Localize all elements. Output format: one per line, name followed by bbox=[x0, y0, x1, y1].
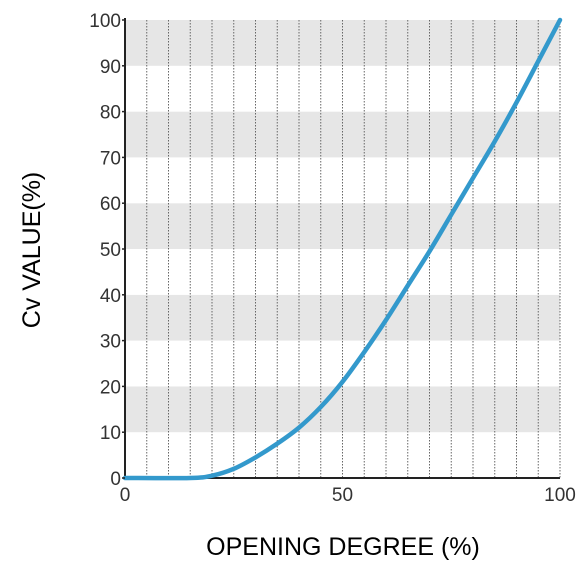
y-tick-label: 90 bbox=[100, 57, 121, 78]
grid-band bbox=[125, 386, 560, 433]
y-tick-label: 60 bbox=[100, 194, 121, 215]
grid-band bbox=[125, 65, 560, 112]
y-tick-label: 30 bbox=[100, 332, 121, 353]
x-tick-label: 0 bbox=[120, 485, 131, 506]
y-tick-label: 50 bbox=[100, 240, 121, 261]
y-tick-label: 80 bbox=[100, 103, 121, 124]
y-axis-title: Cv VALUE(%) bbox=[18, 172, 46, 329]
y-tick-label: 0 bbox=[110, 469, 121, 490]
y-tick-label: 70 bbox=[100, 148, 121, 169]
vertical-gridlines bbox=[146, 20, 539, 478]
y-tick-label: 40 bbox=[100, 286, 121, 307]
y-tick-label: 20 bbox=[100, 377, 121, 398]
series-line bbox=[122, 17, 563, 481]
y-tick-label: 10 bbox=[100, 423, 121, 444]
series-layer bbox=[122, 17, 563, 481]
grid-band bbox=[125, 20, 560, 66]
grid-band bbox=[125, 203, 560, 249]
x-tick-label: 100 bbox=[544, 485, 576, 506]
x-axis-title: OPENING DEGREE (%) bbox=[206, 533, 480, 561]
y-tick-labels: 0 10 20 30 40 50 60 70 80 90 100 bbox=[89, 11, 125, 490]
x-tick-labels: 0 50 100 bbox=[120, 485, 576, 506]
x-tick-label: 50 bbox=[332, 485, 353, 506]
y-tick-label: 100 bbox=[89, 11, 121, 32]
